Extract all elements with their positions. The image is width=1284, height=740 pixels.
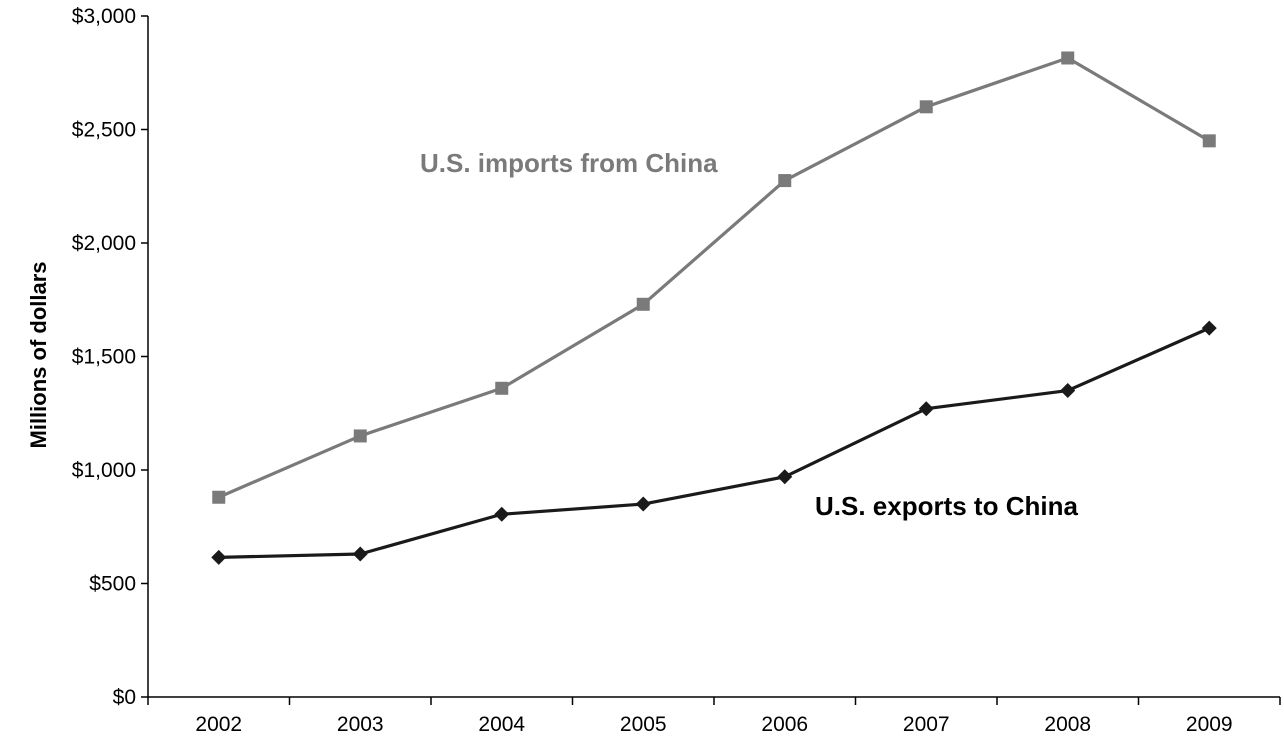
y-tick-label: $0 bbox=[113, 686, 136, 709]
x-axis-ticks: 2002 2003 2004 2005 2006 2007 2008 2009 bbox=[147, 697, 1281, 736]
axes bbox=[147, 16, 1280, 698]
series-imports bbox=[212, 51, 1216, 504]
y-tick-label: $1,500 bbox=[72, 346, 136, 369]
x-tick-label: 2005 bbox=[620, 713, 667, 736]
x-tick-label: 2003 bbox=[337, 713, 384, 736]
y-axis-ticks: $0 $500 $1,000 $1,500 $2,000 $2,500 $3,000 bbox=[72, 5, 148, 709]
y-tick-label: $2,000 bbox=[72, 232, 136, 255]
series-exports bbox=[211, 320, 1217, 565]
series-layer bbox=[211, 51, 1217, 565]
series-line bbox=[218, 326, 1210, 559]
data-point-square bbox=[1202, 134, 1216, 148]
data-point-square bbox=[636, 297, 650, 311]
data-point-diamond bbox=[1201, 320, 1217, 336]
data-point-square bbox=[778, 174, 792, 188]
series-line bbox=[218, 56, 1211, 499]
data-point-square bbox=[495, 381, 509, 395]
series-label-imports: U.S. imports from China bbox=[420, 148, 718, 178]
x-tick-label: 2004 bbox=[478, 713, 525, 736]
data-point-diamond bbox=[918, 401, 934, 417]
y-tick-label: $3,000 bbox=[72, 5, 136, 28]
data-point-diamond bbox=[777, 469, 793, 485]
data-point-square bbox=[212, 490, 226, 504]
x-tick-label: 2008 bbox=[1044, 713, 1091, 736]
y-tick-label: $500 bbox=[89, 573, 136, 596]
x-tick-label: 2002 bbox=[195, 713, 242, 736]
data-point-square bbox=[353, 429, 367, 443]
data-point-square bbox=[919, 100, 933, 114]
x-tick-label: 2007 bbox=[903, 713, 950, 736]
x-tick-label: 2006 bbox=[761, 713, 808, 736]
x-tick-label: 2009 bbox=[1186, 713, 1233, 736]
data-point-diamond bbox=[494, 506, 510, 522]
data-point-diamond bbox=[352, 546, 368, 562]
data-point-diamond bbox=[1060, 383, 1076, 399]
data-point-diamond bbox=[635, 496, 651, 512]
series-label-exports: U.S. exports to China bbox=[815, 491, 1078, 521]
y-axis-title: Millions of dollars bbox=[26, 261, 51, 448]
data-point-square bbox=[1061, 51, 1075, 65]
data-point-diamond bbox=[211, 549, 227, 565]
y-tick-label: $2,500 bbox=[72, 119, 136, 142]
y-tick-label: $1,000 bbox=[72, 459, 136, 482]
